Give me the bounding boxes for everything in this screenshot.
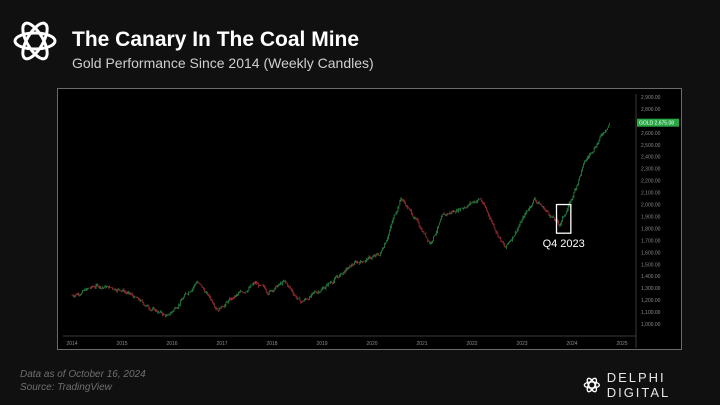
- brand: DELPHI DIGITAL: [583, 370, 720, 400]
- y-tick-label: 1,000.00: [641, 322, 661, 328]
- y-tick-label: 2,100.00: [641, 191, 661, 197]
- delphi-brand-icon: [583, 377, 601, 393]
- y-tick-label: 1,700.00: [641, 238, 661, 244]
- q4-2023-label: Q4 2023: [543, 238, 585, 250]
- page-subtitle: Gold Performance Since 2014 (Weekly Cand…: [72, 55, 374, 71]
- x-tick-label: 2020: [366, 341, 377, 347]
- y-tick-label: 2,300.00: [641, 167, 661, 173]
- y-tick-label: 2,500.00: [641, 143, 661, 149]
- plot-area: [71, 122, 610, 318]
- x-tick-label: 2023: [516, 341, 527, 347]
- x-tick-label: 2017: [216, 341, 227, 347]
- q4-2023-box: [555, 203, 572, 234]
- y-tick-label: 2,600.00: [641, 131, 661, 137]
- y-tick-label: 2,800.00: [641, 107, 661, 113]
- x-tick-label: 2021: [416, 341, 427, 347]
- x-tick-label: 2019: [316, 341, 327, 347]
- y-tick-label: 1,400.00: [641, 274, 661, 280]
- y-tick-label: 1,600.00: [641, 250, 661, 256]
- x-tick-label: 2014: [66, 341, 77, 347]
- x-tick-label: 2018: [266, 341, 277, 347]
- data-date-note: Data as of October 16, 2024: [20, 369, 146, 380]
- y-tick-label: 1,200.00: [641, 298, 661, 304]
- x-axis: 2014 2015 2016 2017 2018 2019 2020 2021 2022 2023…: [63, 335, 636, 347]
- x-tick-label: 2025: [616, 341, 627, 347]
- chart-frame: 1,000.00 1,100.00 1,200.00 1,300.00 1,400.00…: [57, 88, 682, 350]
- price-tag: [637, 118, 679, 127]
- y-tick-label: 1,100.00: [641, 310, 661, 316]
- x-tick-label: 2022: [466, 341, 477, 347]
- page-title: The Canary In The Coal Mine: [72, 28, 360, 51]
- y-tick-label: 1,300.00: [641, 286, 661, 292]
- y-axis: 1,000.00 1,100.00 1,200.00 1,300.00 1,400.00…: [635, 94, 679, 348]
- delphi-logo-icon: [13, 21, 57, 61]
- y-tick-label: 1,800.00: [641, 226, 661, 232]
- y-tick-label: 2,900.00: [641, 95, 661, 101]
- annotation-group: Q4 2023: [543, 203, 585, 250]
- y-tick-label: 2,000.00: [641, 203, 661, 209]
- brand-name: DELPHI DIGITAL: [606, 370, 671, 400]
- price-tag-label: GOLD 2,675.08: [639, 121, 674, 127]
- x-tick-label: 2015: [116, 341, 127, 347]
- x-tick-label: 2024: [566, 341, 577, 347]
- y-tick-label: 1,500.00: [641, 262, 661, 268]
- x-tick-label: 2016: [166, 341, 177, 347]
- y-tick-label: 2,200.00: [641, 179, 661, 185]
- gold-chart: 1,000.00 1,100.00 1,200.00 1,300.00 1,400.00…: [63, 94, 679, 348]
- y-tick-label: 1,900.00: [641, 214, 661, 220]
- source-note: Source: TradingView: [20, 382, 112, 393]
- y-tick-label: 2,400.00: [641, 155, 661, 161]
